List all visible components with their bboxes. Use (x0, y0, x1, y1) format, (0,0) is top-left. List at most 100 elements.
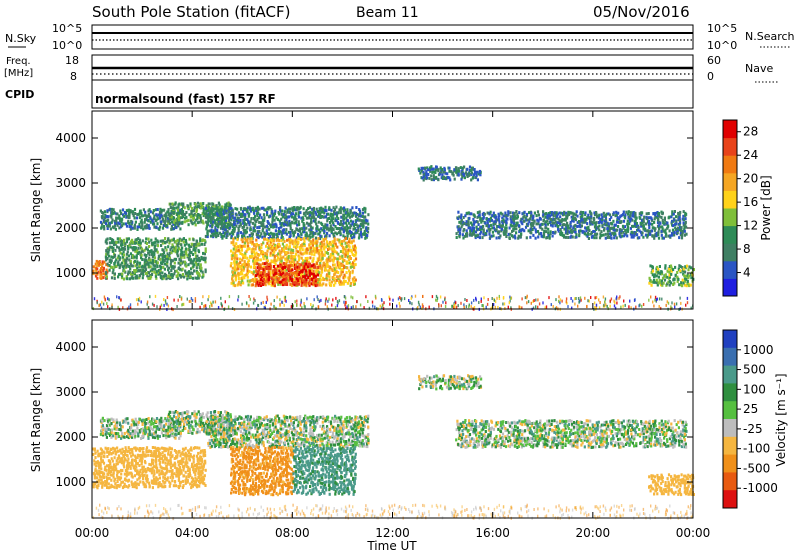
data-cell (612, 211, 615, 215)
data-cell (189, 204, 192, 208)
data-cell (306, 237, 309, 241)
data-cell (250, 248, 254, 252)
data-cell (246, 239, 249, 243)
data-cell (151, 219, 154, 223)
data-cell (110, 207, 113, 211)
data-cell (335, 227, 338, 230)
data-cell (269, 240, 272, 244)
data-cell (126, 257, 129, 261)
data-cell (162, 249, 165, 253)
ground-scatter-cell (188, 299, 191, 303)
data-cell (182, 202, 185, 206)
data-cell (671, 210, 674, 214)
data-cell (498, 236, 501, 240)
ground-scatter-cell (629, 299, 631, 303)
ground-scatter-cell (508, 301, 510, 305)
data-cell (603, 214, 606, 218)
data-cell (305, 259, 308, 263)
data-cell (200, 269, 203, 273)
data-cell (244, 213, 247, 217)
data-cell (619, 215, 622, 219)
data-cell (319, 215, 322, 218)
ground-scatter-cell (273, 299, 275, 303)
data-cell (106, 417, 109, 421)
data-cell (193, 263, 196, 267)
data-cell (285, 228, 288, 232)
data-cell (219, 207, 222, 211)
data-cell (176, 248, 180, 252)
data-cell (304, 236, 307, 240)
data-cell (187, 218, 190, 222)
data-cell (551, 231, 555, 234)
data-cell (285, 259, 288, 262)
data-cell (198, 242, 201, 246)
data-cell (189, 219, 192, 223)
data-cell (99, 263, 102, 266)
data-cell (318, 212, 321, 216)
data-cell (211, 225, 214, 229)
data-cell (679, 210, 682, 214)
data-cell (641, 221, 644, 224)
data-cell (489, 228, 492, 231)
data-cell (174, 248, 177, 252)
ground-scatter-cell (104, 297, 106, 301)
data-cell (192, 248, 195, 252)
data-cell (231, 256, 234, 259)
data-cell (183, 275, 186, 279)
data-cell (552, 211, 555, 215)
data-cell (243, 222, 247, 226)
data-cell (348, 237, 351, 241)
data-cell (549, 223, 553, 227)
data-cell (547, 212, 551, 215)
data-cell (439, 166, 442, 170)
ground-scatter-cell (316, 295, 318, 299)
data-cell (340, 226, 343, 230)
data-cell (285, 268, 288, 272)
ground-scatter-cell (279, 298, 281, 302)
ground-scatter-cell (190, 299, 192, 303)
data-cell (126, 245, 130, 248)
data-cell (156, 208, 159, 211)
data-cell (631, 231, 634, 235)
data-cell (617, 211, 620, 215)
data-cell (128, 223, 131, 227)
data-cell (297, 273, 300, 276)
data-cell (471, 228, 474, 232)
data-cell (149, 210, 152, 214)
data-cell (243, 237, 246, 241)
data-cell (131, 226, 134, 230)
data-cell (643, 215, 646, 219)
data-cell (549, 230, 552, 234)
data-cell (330, 208, 333, 212)
data-cell (339, 265, 342, 269)
data-cell (131, 264, 134, 268)
data-cell (579, 210, 582, 214)
data-cell (359, 211, 362, 215)
data-cell (670, 215, 673, 219)
ground-scatter-cell (180, 297, 183, 301)
data-cell (199, 263, 202, 267)
data-cell (246, 271, 249, 275)
data-cell (321, 264, 325, 268)
data-cell (457, 169, 460, 173)
data-cell (348, 271, 351, 274)
data-cell (602, 211, 605, 215)
data-cell (201, 238, 204, 242)
data-cell (186, 271, 189, 275)
data-cell (195, 269, 198, 273)
data-cell (664, 275, 667, 278)
data-cell (576, 214, 579, 218)
data-cell (178, 257, 181, 261)
data-cell (533, 211, 536, 215)
ground-scatter-cell (587, 299, 589, 303)
ground-scatter-cell (661, 297, 663, 301)
data-cell (129, 259, 132, 263)
ground-scatter-cell (642, 303, 645, 306)
data-cell (188, 213, 191, 217)
ground-scatter-cell (454, 303, 456, 307)
data-cell (154, 264, 157, 268)
data-cell (556, 212, 559, 216)
ground-scatter-cell (149, 295, 151, 299)
